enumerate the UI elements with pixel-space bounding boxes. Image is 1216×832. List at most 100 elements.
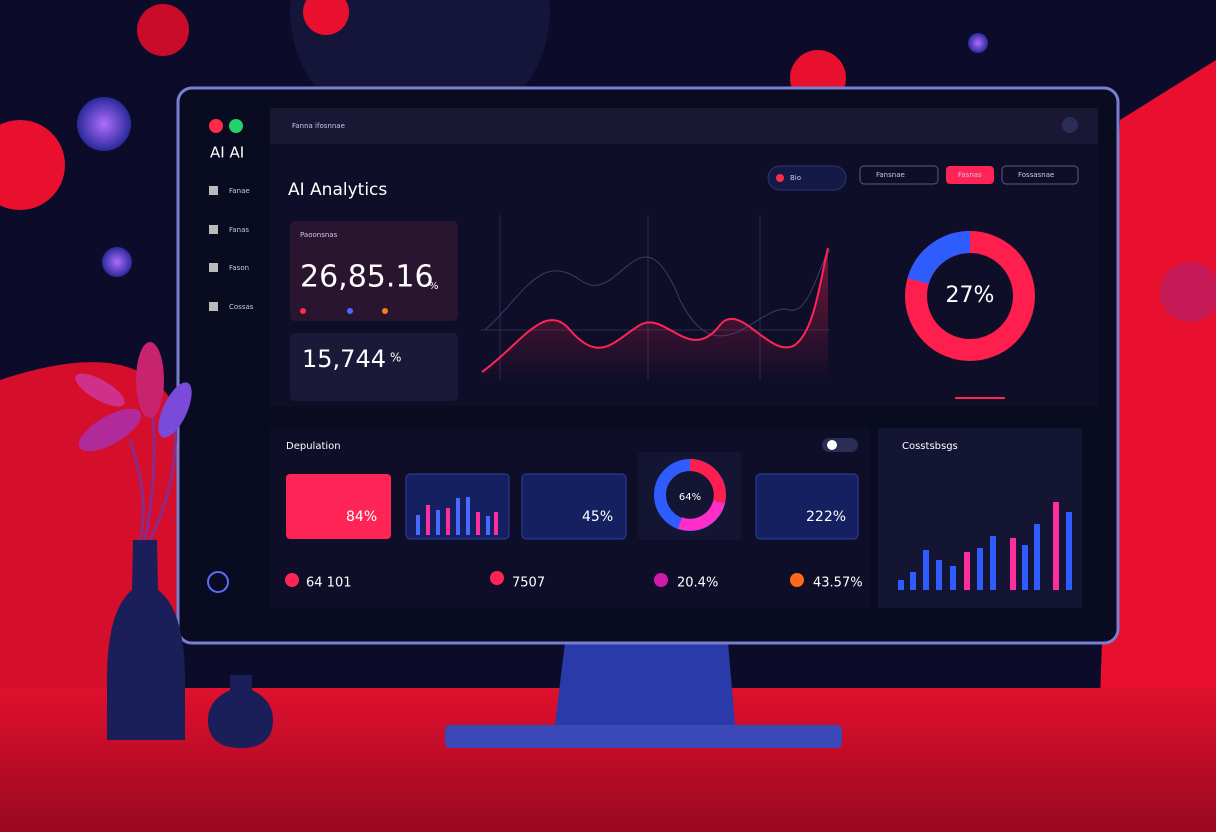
mini-bar: [416, 515, 420, 535]
mini-bar: [494, 512, 498, 535]
vase: [208, 675, 273, 748]
donut-segment: [689, 459, 726, 504]
legend-dot: [382, 308, 388, 314]
tab-label: Fansnae: [876, 171, 905, 179]
bar: [1066, 512, 1072, 590]
stat-icon: [654, 573, 668, 587]
kpi-unit: %: [429, 281, 439, 292]
menu-button[interactable]: [1062, 117, 1078, 133]
section-title: Depulation: [286, 441, 341, 452]
header-bar: [270, 108, 1098, 144]
stat-value: 84%: [346, 509, 377, 525]
pill[interactable]: [767, 165, 847, 191]
legend-dot: [347, 308, 353, 314]
pill-dot: [776, 174, 784, 182]
stats-row: 64 101 7507 20.4% 43.57%: [285, 571, 863, 591]
nav-item[interactable]: Fanae: [229, 187, 250, 195]
bar: [910, 572, 916, 590]
bar: [936, 560, 942, 590]
nav-icon: [209, 186, 218, 195]
leaf: [78, 408, 142, 452]
page-title: AI Analytics: [288, 180, 387, 200]
stat-value: 222%: [806, 509, 846, 525]
kpi-unit: %: [390, 351, 401, 365]
leaf: [136, 342, 164, 418]
line-chart: [480, 215, 831, 380]
bar: [950, 566, 956, 590]
kpi-card: [290, 333, 458, 401]
nav-item[interactable]: Fason: [229, 264, 249, 272]
window-dot: [209, 119, 223, 133]
decor-orb: [303, 0, 349, 35]
toggle-knob: [827, 440, 837, 450]
mini-bar: [466, 497, 470, 535]
nav-item[interactable]: Fanas: [229, 226, 249, 234]
stat-card: [521, 473, 627, 540]
settings-button[interactable]: [207, 571, 229, 593]
bar: [923, 550, 929, 590]
monitor-base: [445, 725, 842, 748]
bar: [990, 536, 996, 590]
legend-dot: [300, 308, 306, 314]
nav-item[interactable]: Cossas: [229, 303, 254, 311]
kpi-value: 15,744: [302, 345, 386, 373]
leaf: [158, 382, 192, 438]
brand: AI AI: [210, 144, 244, 162]
decor-orb: [77, 97, 131, 151]
stat-value: 64 101: [306, 576, 352, 591]
decor-orb: [1160, 262, 1216, 322]
bar: [1010, 538, 1016, 590]
tab-label: Fasnas: [958, 171, 982, 179]
stat-icon: [790, 573, 804, 587]
donut-segment: [907, 230, 971, 285]
bar: [1022, 545, 1028, 590]
header-title: Fanna ifosnnae: [292, 122, 345, 130]
donut-chart: 27%: [905, 230, 1035, 399]
bar: [898, 580, 904, 590]
stat-value: 43.57%: [813, 576, 863, 591]
stat-value: 45%: [582, 509, 613, 525]
vase: [107, 540, 185, 740]
decor-orb: [102, 247, 132, 277]
pill-label: Bio: [790, 174, 801, 182]
sidebar: Fanae Fanas Fason Cossas: [207, 186, 254, 593]
mini-bar: [476, 512, 480, 535]
stat-icon: [490, 571, 504, 585]
panel-title: Cosstsbsgs: [902, 441, 958, 452]
mini-bar: [446, 508, 450, 535]
nav-icon: [209, 225, 218, 234]
kpi-label: Paoonsnas: [300, 231, 338, 239]
stat-card: [755, 473, 859, 540]
mini-bar: [436, 510, 440, 535]
tab-label: Fossasnae: [1018, 171, 1054, 179]
nav-icon: [209, 263, 218, 272]
bar: [977, 548, 983, 590]
donut-segment: [678, 500, 725, 531]
stat-icon: [285, 573, 299, 587]
decor-orb: [137, 4, 189, 56]
kpi-value: 26,85.16: [300, 260, 434, 295]
decor-orb: [968, 33, 988, 53]
leaf: [75, 373, 125, 407]
stat-value: 20.4%: [677, 576, 718, 591]
mini-bars: [416, 497, 498, 535]
mini-bar: [456, 498, 460, 535]
decor-blob: [1100, 60, 1216, 700]
tab-active[interactable]: [946, 166, 994, 184]
bar: [1034, 524, 1040, 590]
line-series: [484, 249, 831, 337]
mini-bar: [486, 516, 490, 535]
area-series: [482, 248, 828, 380]
nav-icon: [209, 302, 218, 311]
kpi-card: [290, 221, 458, 321]
stat-value: 7507: [512, 576, 545, 591]
line-series: [481, 247, 829, 373]
bar: [1053, 502, 1059, 590]
stat-card: [286, 474, 391, 539]
tab[interactable]: [859, 165, 939, 185]
tab[interactable]: [1001, 165, 1079, 185]
bar-chart: [898, 502, 1072, 590]
mini-bar: [426, 505, 430, 535]
decor-orb: [0, 120, 65, 210]
